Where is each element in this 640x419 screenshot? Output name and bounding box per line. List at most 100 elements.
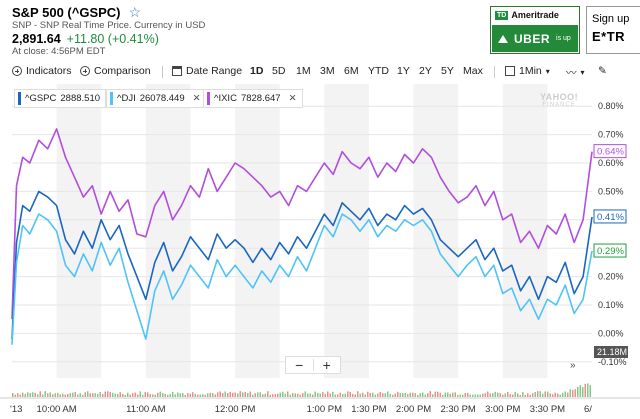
volume-bar [514,391,516,397]
volume-bar [84,392,86,397]
toolbar-divider [162,66,163,78]
volume-bar [239,391,241,397]
legend-item-dji[interactable]: ^DJI 26078.449 ✕ [106,89,207,108]
etrade-ad[interactable]: Sign up E*TR [586,6,640,54]
range-max[interactable]: Max [463,65,483,77]
volume-bar [207,393,209,397]
volume-bar [49,392,51,397]
volume-bar [32,392,34,397]
zoom-in-button[interactable]: + [322,357,331,373]
range-1d[interactable]: 1D [250,65,264,77]
volume-bar [354,394,356,397]
volume-bar [454,392,456,397]
volume-bar [57,392,59,397]
date-range-button[interactable]: Date Range [172,65,242,77]
close-icon[interactable]: ✕ [288,93,297,104]
volume-bar [17,393,19,397]
volume-bar [574,389,576,397]
arrow-up-icon [498,34,508,43]
volume-bar [54,393,56,397]
volume-bar [127,392,129,397]
chart-toolbar: Indicators Comparison Date Range 1D 5D 1… [0,62,640,82]
volume-bar [134,392,136,397]
volume-bar [404,393,406,397]
volume-bar [524,394,526,397]
volume-bar [112,392,114,397]
legend-item-ixic[interactable]: ^IXIC 7828.647 ✕ [203,89,303,108]
volume-bar [27,392,29,397]
volume-bar [504,393,506,397]
volume-bar [374,394,376,397]
indicators-button[interactable]: Indicators [12,65,72,77]
draw-button[interactable]: ✎ [598,65,607,77]
volume-bar [94,393,96,397]
volume-bar [497,392,499,397]
volume-bar [542,393,544,397]
volume-bar [529,394,531,397]
volume-bar [62,393,64,397]
volume-bar [384,393,386,397]
volume-bar [137,394,139,397]
volume-bar [99,392,101,397]
volume-bar [457,394,459,397]
volume-badge-box [594,346,628,358]
interval-dropdown[interactable]: 1Min ▾ [505,65,550,77]
volume-bar [334,394,336,397]
range-6m[interactable]: 6M [344,65,359,77]
price-chart[interactable]: 0.80%0.70%0.60%0.50%0.40%0.30%0.20%0.10%… [0,84,640,419]
volume-bar [97,393,99,397]
volume-bar [249,391,251,397]
x-tick-label: 3:00 PM [485,404,520,415]
volume-bar [552,394,554,397]
range-5y[interactable]: 5Y [441,65,454,77]
volume-bar [324,394,326,397]
volume-bar [12,393,14,397]
volume-bar [47,393,49,397]
quote-subtitle: SNP - SNP Real Time Price. Currency in U… [12,20,206,31]
range-1y[interactable]: 1Y [397,65,410,77]
volume-bar [557,393,559,397]
volume-bar [512,394,514,397]
expand-chart-button[interactable]: » [570,360,576,371]
quote-price-row: 2,891.64 +11.80 (+0.41%) [12,32,159,46]
range-2y[interactable]: 2Y [419,65,432,77]
volume-bar [467,392,469,397]
volume-bar [322,392,324,397]
range-5d[interactable]: 5D [272,65,286,77]
td-ameritrade-ad[interactable]: TD Ameritrade UBER is up [490,6,580,54]
volume-bar [564,391,566,397]
chart-type-dropdown[interactable]: 〰 ▾ [566,65,585,80]
volume-bar [379,391,381,397]
range-3m[interactable]: 3M [320,65,335,77]
volume-bar [422,392,424,397]
x-axis-ticks: '13 10:00 AM 11:00 AM 12:00 PM 1:00 PM 1:30 P… [0,397,640,415]
volume-bar [367,391,369,397]
star-icon[interactable]: ☆ [128,4,142,20]
volume-bar [559,394,561,397]
range-1m[interactable]: 1M [296,65,311,77]
volume-bar [214,394,216,397]
td-ad-small: is up [556,34,571,42]
volume-bar [507,391,509,397]
volume-bar [152,394,154,397]
value-badge-label: 0.29% [597,246,624,257]
volume-bar [372,392,374,397]
comparison-button[interactable]: Comparison [80,65,151,77]
volume-bar [407,394,409,397]
close-icon[interactable]: ✕ [192,93,201,104]
watermark-line2: FINANCE [542,102,576,108]
volume-bar [202,394,204,397]
volume-bar [59,394,61,397]
zoom-out-button[interactable]: − [295,357,304,373]
legend-item-gspc[interactable]: ^GSPC 2888.510 [14,89,107,108]
volume-bar [224,391,226,397]
time-band [235,84,280,378]
volume-bar [332,391,334,397]
volume-bar [169,394,171,397]
td-logo: TD [495,10,509,20]
volume-bar [289,394,291,397]
y-tick-label: 0.50% [598,186,624,196]
volume-bar [387,391,389,397]
range-ytd[interactable]: YTD [368,65,389,77]
volume-bar [19,394,21,397]
